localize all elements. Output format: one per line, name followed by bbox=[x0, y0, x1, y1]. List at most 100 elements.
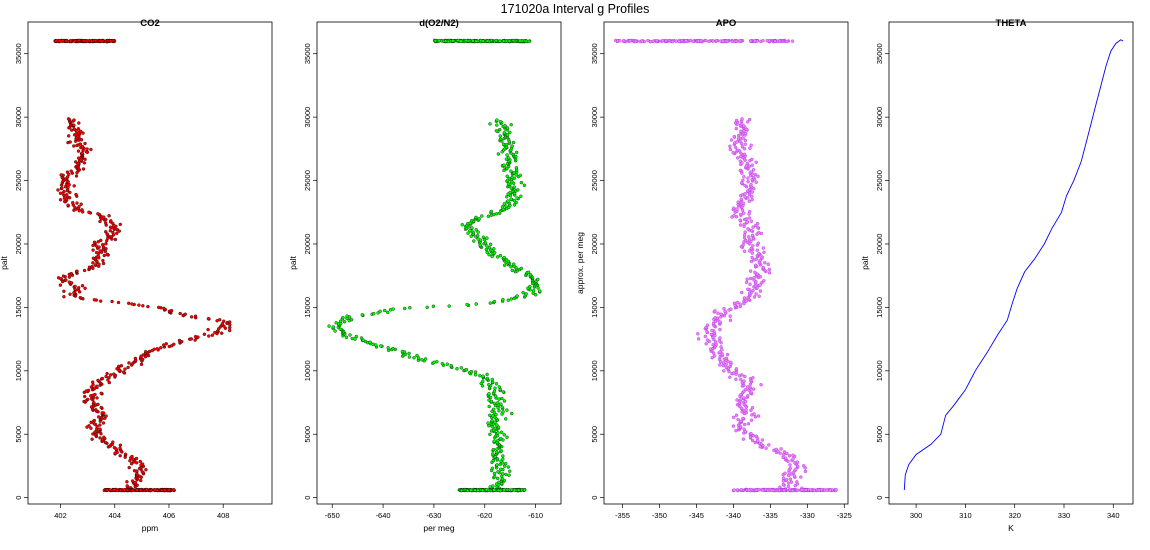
data-point-co2-406 bbox=[77, 205, 81, 209]
data-point-apo-501 bbox=[743, 138, 748, 143]
data-point-apo-218 bbox=[718, 336, 722, 340]
data-point-o2n2-324 bbox=[512, 262, 516, 266]
data-point-o2n2-6 bbox=[491, 484, 495, 488]
data-point-apo-505 bbox=[741, 136, 745, 140]
data-point-co2-693 bbox=[98, 38, 102, 43]
data-point-co2-319 bbox=[87, 265, 92, 269]
data-point-co2-76 bbox=[102, 435, 106, 439]
data-point-co2-165 bbox=[109, 373, 113, 377]
data-point-o2n2-240 bbox=[334, 321, 338, 325]
data-point-co2-276 bbox=[78, 295, 82, 300]
data-point-co2-517 bbox=[72, 127, 77, 131]
data-point-apo-490 bbox=[748, 146, 752, 150]
data-point-o2n2-181 bbox=[440, 362, 445, 366]
data-point-o2n2-285 bbox=[538, 289, 542, 293]
data-point-apo-370 bbox=[743, 230, 747, 234]
data-point-o2n2-274 bbox=[509, 297, 513, 301]
data-point-o2n2-863 bbox=[459, 488, 464, 493]
data-point-apo-699 bbox=[734, 39, 739, 43]
data-point-apo-342 bbox=[742, 249, 747, 253]
data-point-o2n2-446 bbox=[507, 177, 512, 181]
data-point-o2n2-336 bbox=[498, 253, 503, 258]
data-point-apo-144 bbox=[744, 387, 748, 392]
data-point-co2-388 bbox=[104, 217, 108, 222]
data-point-co2-161 bbox=[107, 376, 111, 380]
data-point-o2n2-116 bbox=[492, 407, 496, 411]
y-axis-label-apo: approx. per meg bbox=[575, 232, 585, 294]
data-point-o2n2-268 bbox=[488, 301, 492, 305]
figure-title: 171020a Interval g Profiles bbox=[501, 2, 650, 16]
x-axis-label-co2: ppm bbox=[142, 523, 159, 533]
data-point-o2n2-112 bbox=[501, 410, 505, 414]
data-point-apo-158 bbox=[739, 377, 743, 382]
data-point-o2n2-652 bbox=[437, 38, 441, 43]
data-point-apo-180 bbox=[724, 362, 728, 366]
data-point-co2-381 bbox=[118, 222, 122, 227]
data-point-co2-310 bbox=[69, 271, 73, 276]
data-point-o2n2-466 bbox=[502, 163, 506, 167]
data-point-apo-31 bbox=[788, 466, 792, 470]
data-point-co2-469 bbox=[82, 161, 87, 165]
data-point-o2n2-340 bbox=[493, 251, 497, 255]
data-point-apo-165 bbox=[740, 373, 744, 377]
data-point-apo-468 bbox=[745, 161, 750, 166]
data-point-o2n2-255 bbox=[386, 310, 390, 315]
data-point-apo-286 bbox=[751, 288, 755, 293]
data-point-co2-405 bbox=[73, 205, 77, 210]
data-point-apo-145 bbox=[751, 387, 756, 391]
data-point-co2-435 bbox=[63, 185, 68, 189]
data-point-o2n2-247 bbox=[341, 315, 345, 320]
data-point-apo-100 bbox=[749, 418, 754, 422]
data-point-o2n2-196 bbox=[407, 351, 411, 356]
data-point-co2-226 bbox=[213, 330, 217, 335]
data-point-co2-336 bbox=[102, 253, 106, 258]
data-point-o2n2-854 bbox=[496, 488, 501, 493]
data-point-o2n2-352 bbox=[488, 242, 493, 246]
data-point-o2n2-261 bbox=[408, 306, 412, 310]
data-point-apo-848 bbox=[834, 488, 838, 492]
data-point-apo-701 bbox=[696, 39, 701, 43]
data-point-apo-559 bbox=[688, 38, 693, 43]
data-point-apo-669 bbox=[777, 39, 782, 43]
data-point-o2n2-482 bbox=[496, 152, 501, 156]
data-point-o2n2-312 bbox=[526, 270, 531, 274]
data-point-apo-399 bbox=[748, 209, 752, 214]
data-point-o2n2-425 bbox=[512, 191, 517, 196]
data-point-apo-148 bbox=[746, 385, 750, 389]
data-point-o2n2-693 bbox=[518, 39, 522, 43]
data-point-co2-348 bbox=[97, 245, 101, 249]
data-point-co2-233 bbox=[228, 325, 232, 330]
x-tick-label-co2-3: 408 bbox=[217, 511, 230, 520]
data-point-apo-229 bbox=[710, 328, 714, 333]
data-point-co2-232 bbox=[223, 326, 228, 330]
data-point-o2n2-228 bbox=[333, 329, 337, 333]
data-point-o2n2-320 bbox=[509, 265, 513, 269]
y-tick-label-o2n2-0: 0 bbox=[303, 496, 312, 500]
data-point-o2n2-498 bbox=[511, 140, 516, 145]
data-point-co2-301 bbox=[64, 278, 68, 282]
data-point-apo-281 bbox=[754, 292, 758, 296]
data-point-co2-163 bbox=[104, 374, 108, 379]
data-point-apo-277 bbox=[752, 295, 757, 299]
data-point-apo-257 bbox=[713, 309, 717, 313]
data-point-o2n2-114 bbox=[497, 409, 501, 413]
data-point-o2n2-697 bbox=[474, 39, 478, 43]
data-point-apo-256 bbox=[723, 309, 727, 314]
data-point-co2-217 bbox=[189, 337, 193, 341]
data-point-o2n2-280 bbox=[534, 293, 538, 297]
y-tick-label-apo-6: 30000 bbox=[590, 107, 599, 128]
data-point-co2-89 bbox=[89, 426, 93, 430]
x-tick-label-o2n2-1: -640 bbox=[376, 511, 391, 520]
data-point-co2-859 bbox=[149, 488, 153, 493]
data-point-o2n2-170 bbox=[469, 369, 473, 374]
data-point-apo-227 bbox=[705, 330, 709, 334]
data-point-co2-37 bbox=[140, 462, 145, 466]
data-point-co2-29 bbox=[144, 468, 148, 472]
data-point-co2-332 bbox=[91, 256, 96, 260]
data-point-apo-223 bbox=[709, 332, 714, 337]
data-point-apo-36 bbox=[788, 463, 792, 467]
data-point-apo-488 bbox=[728, 147, 733, 152]
data-point-co2-277 bbox=[62, 295, 66, 299]
data-point-apo-776 bbox=[796, 488, 800, 493]
data-point-apo-285 bbox=[758, 289, 763, 293]
